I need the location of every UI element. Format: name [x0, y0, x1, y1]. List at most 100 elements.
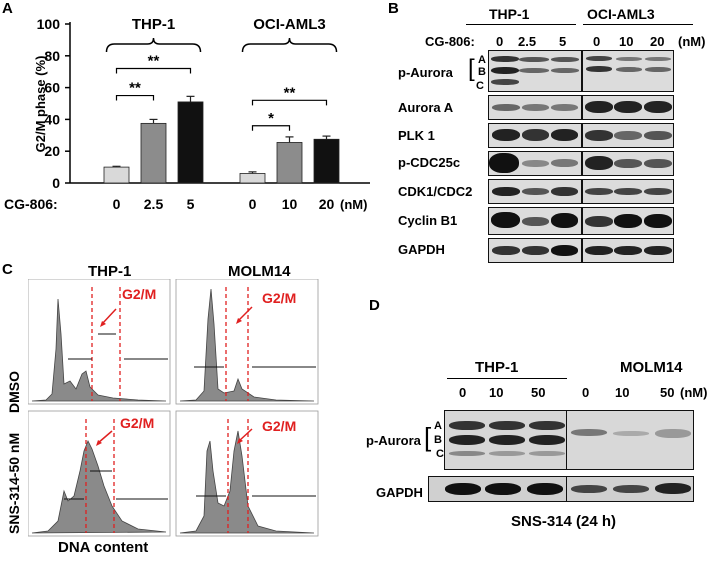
- cell-label-molm14-d: MOLM14: [620, 359, 683, 376]
- significance-bracket: [115, 67, 192, 74]
- flow-histograms: [28, 279, 319, 537]
- significance-label: *: [268, 110, 274, 127]
- protein-label: GAPDH: [398, 242, 445, 257]
- cell-label-molm14-c: MOLM14: [228, 263, 291, 280]
- blot-p-aurora-left: [488, 50, 582, 92]
- cell-underline-right: [583, 24, 693, 25]
- band-label-a: A: [478, 54, 486, 66]
- bar: [140, 122, 167, 184]
- row-label-sns: SNS-314-50 nM: [6, 432, 22, 534]
- histogram-molm14-dmso: [175, 279, 319, 405]
- panel-label-b: B: [388, 0, 399, 17]
- blot-p-cdc25c-right: [582, 151, 674, 176]
- panel-label-d: D: [369, 297, 380, 314]
- protein-label: Cyclin B1: [398, 213, 458, 228]
- cell-label-thp1: THP-1: [489, 6, 530, 22]
- blot-d-gapdh-left: [428, 476, 568, 502]
- bracket-d: [: [424, 422, 432, 452]
- unit-label: (nM): [340, 197, 367, 212]
- significance-label: **: [284, 84, 296, 101]
- protein-label: CDK1/CDC2: [398, 184, 473, 199]
- protein-label: p-Aurora: [398, 65, 453, 80]
- bar: [239, 173, 266, 184]
- blot-d-p-aurora-left: [444, 410, 568, 470]
- x-tick-label: 0: [249, 196, 257, 212]
- cell-label-ociaml3: OCI-AML3: [587, 6, 655, 22]
- gate-label-g2m: G2/M: [262, 290, 297, 306]
- treatment-label: SNS-314 (24 h): [511, 513, 617, 530]
- protein-label-d: GAPDH: [376, 485, 423, 500]
- x-tick-label: 0: [113, 196, 121, 212]
- panel-label-c: C: [2, 261, 13, 278]
- protein-label: PLK 1: [398, 128, 435, 143]
- x-tick-label: 5: [187, 196, 195, 212]
- cell-label-thp1-d: THP-1: [475, 359, 519, 376]
- x-axis-label-dna: DNA content: [58, 539, 149, 556]
- unit-label: (nM): [678, 34, 706, 49]
- dose-label: 0: [496, 34, 504, 49]
- blot-gapdh-right: [582, 238, 674, 263]
- group-brace: [105, 37, 202, 53]
- band-label-b: B: [434, 434, 442, 446]
- cell-label-thp1-c: THP-1: [88, 263, 132, 280]
- bar: [103, 166, 130, 184]
- significance-label: **: [129, 80, 141, 97]
- histogram-molm14-sns: [175, 410, 319, 537]
- y-tick-label: 100: [37, 16, 61, 32]
- group-brace: [241, 37, 338, 53]
- band-label-c: C: [476, 80, 484, 92]
- cell-underline-d-left: [447, 378, 567, 379]
- significance-bracket: [115, 94, 155, 101]
- dose-label: 5: [559, 34, 567, 49]
- bar: [276, 142, 303, 184]
- band-label-c: C: [436, 448, 444, 460]
- group-title: OCI-AML3: [253, 16, 326, 33]
- blot-p-aurora-right: [582, 50, 674, 92]
- blot-cdk1-left: [488, 179, 582, 204]
- significance-bracket: [251, 99, 328, 106]
- dose-label-d: 50: [660, 385, 675, 400]
- unit-label-d: (nM): [680, 385, 708, 400]
- protein-label: p-CDC25c: [398, 155, 461, 170]
- dose-label: 2.5: [518, 34, 537, 49]
- x-tick-label: 10: [282, 196, 298, 212]
- blot-aurora-a-right: [582, 95, 674, 120]
- blot-cyclin-b1-left: [488, 207, 582, 235]
- significance-label: **: [148, 53, 160, 70]
- gate-label-g2m: G2/M: [120, 415, 155, 431]
- y-tick-label: 20: [44, 143, 60, 159]
- x-tick-label: 20: [319, 196, 335, 212]
- dose-label-d: 0: [459, 385, 467, 400]
- blot-p-cdc25c-left: [488, 151, 582, 176]
- histogram-thp1-sns: [28, 410, 171, 537]
- protein-label: Aurora A: [398, 100, 454, 115]
- y-tick-label: 80: [44, 48, 60, 64]
- dose-label: 0: [593, 34, 601, 49]
- blot-aurora-a-left: [488, 95, 582, 120]
- bar: [177, 101, 204, 184]
- cell-underline-left: [466, 24, 576, 25]
- blot-plk1-left: [488, 123, 582, 148]
- blot-cdk1-right: [582, 179, 674, 204]
- dose-label-d: 0: [582, 385, 590, 400]
- gate-label-g2m: G2/M: [262, 418, 297, 434]
- dose-label: 10: [619, 34, 634, 49]
- y-tick-label: 0: [52, 175, 60, 191]
- bar: [313, 138, 340, 184]
- gate-label-g2m: G2/M: [122, 286, 157, 302]
- significance-bracket: [251, 125, 291, 131]
- band-label-a: A: [434, 420, 442, 432]
- band-label-b: B: [478, 66, 486, 78]
- dose-label-d: 10: [615, 385, 630, 400]
- blot-d-gapdh-right: [566, 476, 694, 502]
- bracket: [: [468, 55, 475, 82]
- y-tick-label: 60: [44, 80, 60, 96]
- blot-plk1-right: [582, 123, 674, 148]
- blot-d-p-aurora-right: [566, 410, 694, 470]
- y-tick-label: 40: [44, 111, 60, 127]
- x-axis-prefix: CG-806:: [4, 196, 58, 212]
- protein-label-d: p-Aurora: [366, 433, 421, 448]
- blot-cyclin-b1-right: [582, 207, 674, 235]
- blot-gapdh-left: [488, 238, 582, 263]
